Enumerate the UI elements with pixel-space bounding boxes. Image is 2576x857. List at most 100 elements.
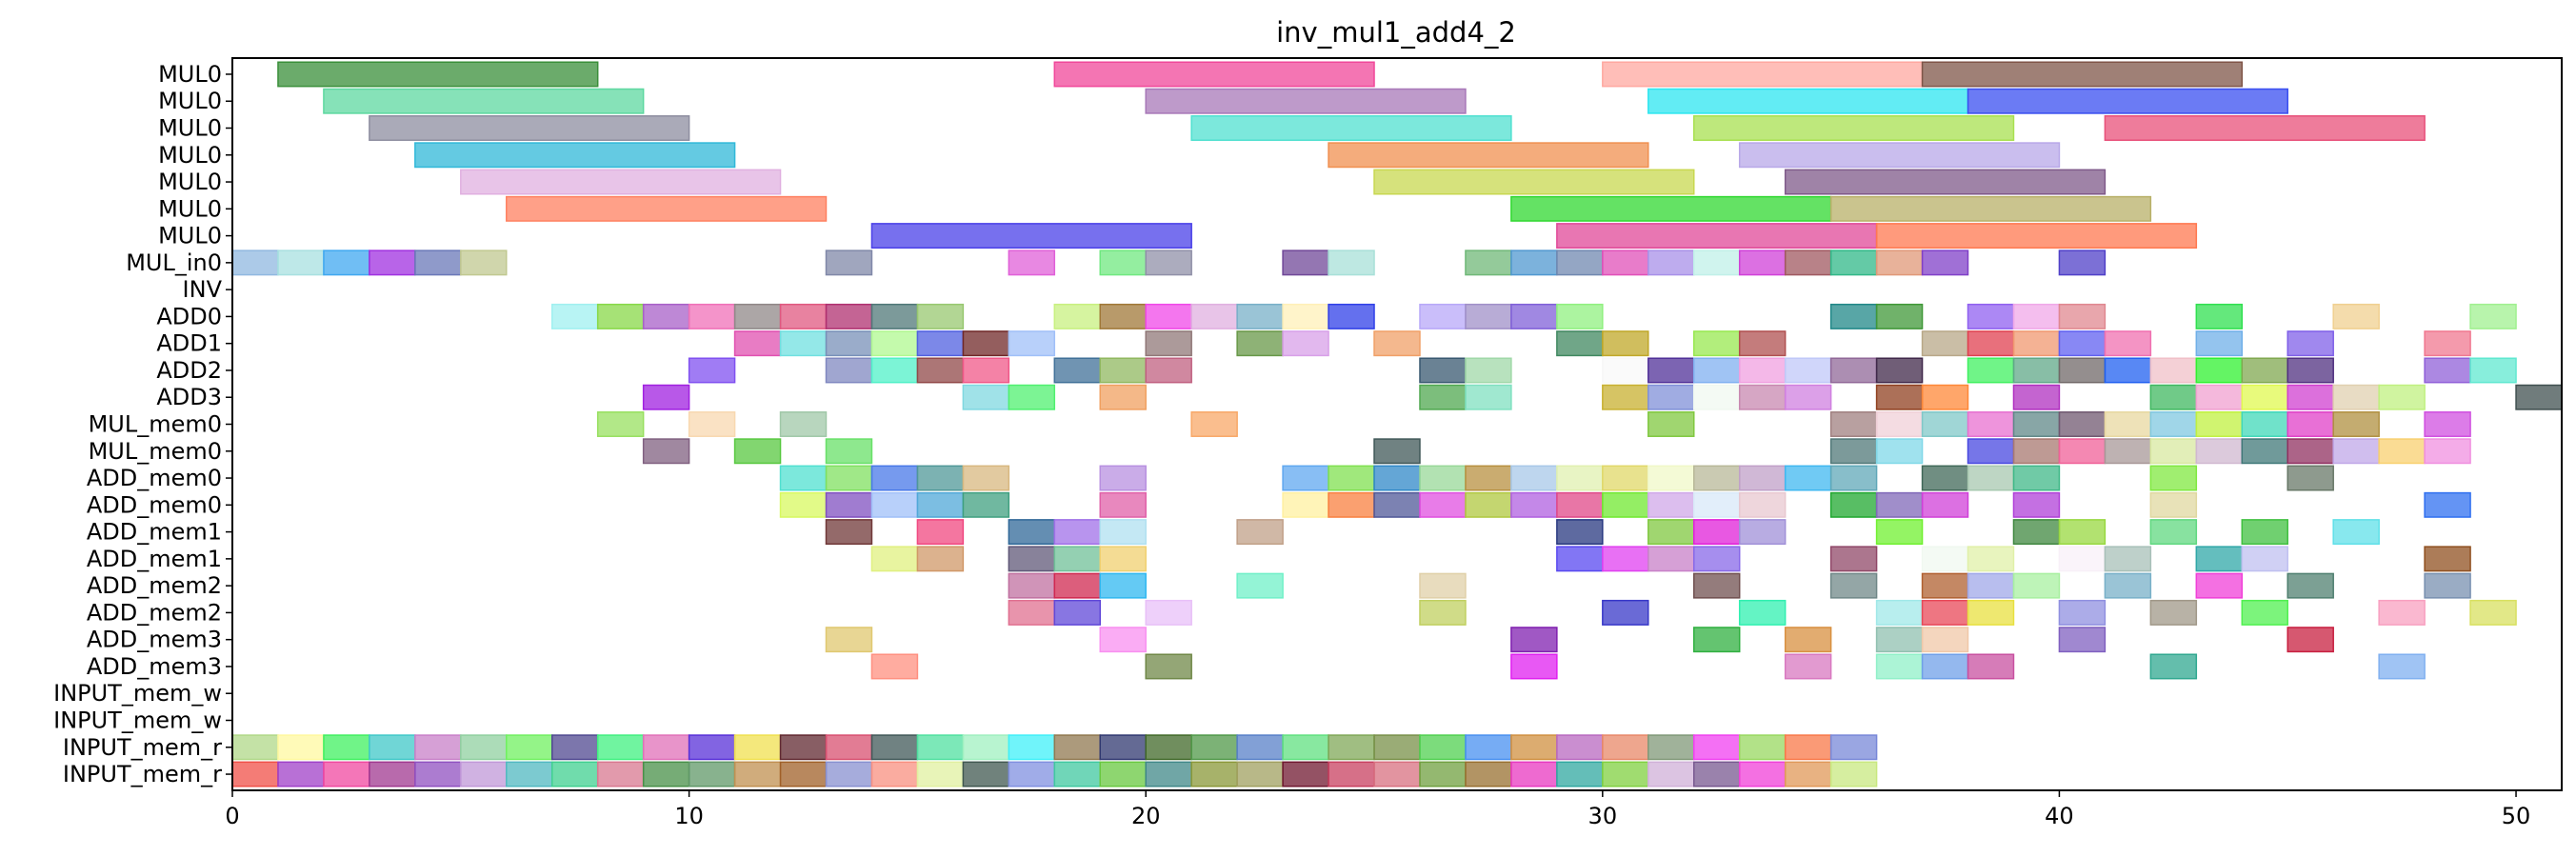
task-bar bbox=[688, 761, 736, 787]
task-bar bbox=[2424, 546, 2471, 572]
task-bar bbox=[1373, 330, 1421, 357]
task-bar bbox=[1328, 142, 1649, 169]
task-bar bbox=[1510, 653, 1558, 680]
task-bar bbox=[1784, 653, 1832, 680]
task-bar bbox=[550, 303, 599, 329]
task-bar bbox=[1967, 599, 2015, 626]
task-bar bbox=[2058, 249, 2107, 276]
task-bar bbox=[916, 357, 965, 384]
task-bar bbox=[1692, 546, 1741, 572]
task-bar bbox=[2012, 357, 2061, 384]
task-bar bbox=[1282, 761, 1329, 787]
task-bar bbox=[1008, 330, 1056, 357]
task-bar bbox=[1921, 330, 1969, 357]
task-bar bbox=[1465, 249, 1512, 276]
y-tick-label: MUL0 bbox=[158, 115, 222, 142]
task-bar bbox=[825, 627, 873, 653]
task-bar bbox=[1328, 303, 1375, 329]
task-bar bbox=[1145, 761, 1192, 787]
task-bar bbox=[1647, 546, 1695, 572]
y-tick-label: INPUT_mem_r bbox=[63, 734, 222, 761]
task-bar bbox=[1829, 491, 1878, 518]
task-bar bbox=[1829, 438, 1878, 465]
task-bar bbox=[2195, 330, 2244, 357]
task-bar bbox=[1556, 734, 1604, 761]
y-tick-label: INV bbox=[183, 276, 223, 303]
task-bar bbox=[1510, 761, 1558, 787]
task-bar bbox=[323, 761, 370, 787]
task-bar bbox=[2378, 599, 2426, 626]
task-bar bbox=[1373, 734, 1421, 761]
task-bar bbox=[1921, 411, 1969, 437]
task-bar bbox=[733, 438, 782, 465]
task-bar bbox=[2195, 438, 2244, 465]
task-bar bbox=[1510, 491, 1558, 518]
task-bar bbox=[1236, 330, 1284, 357]
task-bar bbox=[2241, 411, 2288, 437]
task-bar bbox=[779, 330, 828, 357]
task-bar bbox=[825, 761, 873, 787]
task-bar bbox=[1008, 761, 1056, 787]
task-bar bbox=[1465, 761, 1512, 787]
task-bar bbox=[2058, 519, 2107, 546]
task-bar bbox=[2149, 438, 2198, 465]
task-bar bbox=[870, 546, 919, 572]
task-bar bbox=[1465, 491, 1512, 518]
task-bar bbox=[1829, 411, 1878, 437]
task-bar bbox=[870, 357, 919, 384]
task-bar bbox=[2195, 384, 2244, 410]
task-bar bbox=[1008, 384, 1056, 410]
task-bar bbox=[1236, 572, 1284, 599]
task-bar bbox=[323, 88, 645, 114]
y-tick-label: MUL0 bbox=[158, 195, 222, 222]
task-bar bbox=[1145, 88, 1467, 114]
task-bar bbox=[1967, 572, 2015, 599]
task-bar bbox=[779, 411, 828, 437]
task-bar bbox=[1190, 115, 1512, 141]
task-bar bbox=[1647, 491, 1695, 518]
y-tick-label: ADD_mem1 bbox=[87, 546, 222, 572]
task-bar bbox=[779, 465, 828, 491]
y-tick-label: INPUT_mem_r bbox=[63, 761, 222, 787]
task-bar bbox=[1875, 653, 1924, 680]
task-bar bbox=[1419, 761, 1467, 787]
task-bar bbox=[1556, 465, 1604, 491]
task-bar bbox=[1967, 546, 2015, 572]
task-bar bbox=[1099, 546, 1147, 572]
task-bar bbox=[2424, 491, 2471, 518]
task-bar bbox=[1602, 599, 1649, 626]
task-bar bbox=[1692, 330, 1741, 357]
task-bar bbox=[1921, 572, 1969, 599]
task-bar bbox=[550, 734, 599, 761]
task-bar bbox=[1738, 519, 1787, 546]
task-bar bbox=[1647, 88, 1969, 114]
task-bar bbox=[1099, 627, 1147, 653]
task-bar bbox=[1967, 465, 2015, 491]
task-bar bbox=[2286, 330, 2334, 357]
task-bar bbox=[2241, 357, 2288, 384]
task-bar bbox=[277, 761, 325, 787]
task-bar bbox=[2332, 411, 2380, 437]
task-bar bbox=[460, 249, 508, 276]
task-bar bbox=[1921, 61, 2244, 88]
task-bar bbox=[1465, 734, 1512, 761]
task-bar bbox=[1784, 249, 1832, 276]
task-bar bbox=[1053, 546, 1102, 572]
task-bar bbox=[2149, 599, 2198, 626]
x-axis: 0 10 20 30 40 50 bbox=[225, 790, 2530, 829]
chart-title: inv_mul1_add4_2 bbox=[1276, 16, 1516, 49]
task-bar bbox=[642, 303, 690, 329]
y-tick-label: ADD_mem2 bbox=[87, 599, 222, 626]
task-bar bbox=[870, 303, 919, 329]
task-bar bbox=[779, 303, 828, 329]
x-tick-label: 40 bbox=[2045, 803, 2074, 829]
task-bar bbox=[1921, 465, 1969, 491]
task-bar bbox=[962, 330, 1010, 357]
task-bar bbox=[1419, 599, 1467, 626]
task-bar bbox=[231, 761, 279, 787]
task-bar bbox=[870, 734, 919, 761]
task-bar bbox=[1829, 249, 1878, 276]
task-bar bbox=[1145, 303, 1192, 329]
task-bar bbox=[1692, 734, 1741, 761]
task-bar bbox=[1875, 599, 1924, 626]
